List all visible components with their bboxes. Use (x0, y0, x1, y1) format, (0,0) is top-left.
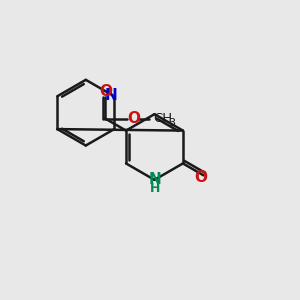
Text: O: O (127, 110, 140, 125)
Text: N: N (104, 88, 117, 103)
Text: O: O (194, 170, 207, 185)
Text: O: O (99, 84, 112, 99)
Text: N: N (149, 172, 161, 187)
Text: CH: CH (154, 112, 173, 125)
Text: H: H (150, 182, 160, 195)
Text: 3: 3 (168, 118, 175, 128)
